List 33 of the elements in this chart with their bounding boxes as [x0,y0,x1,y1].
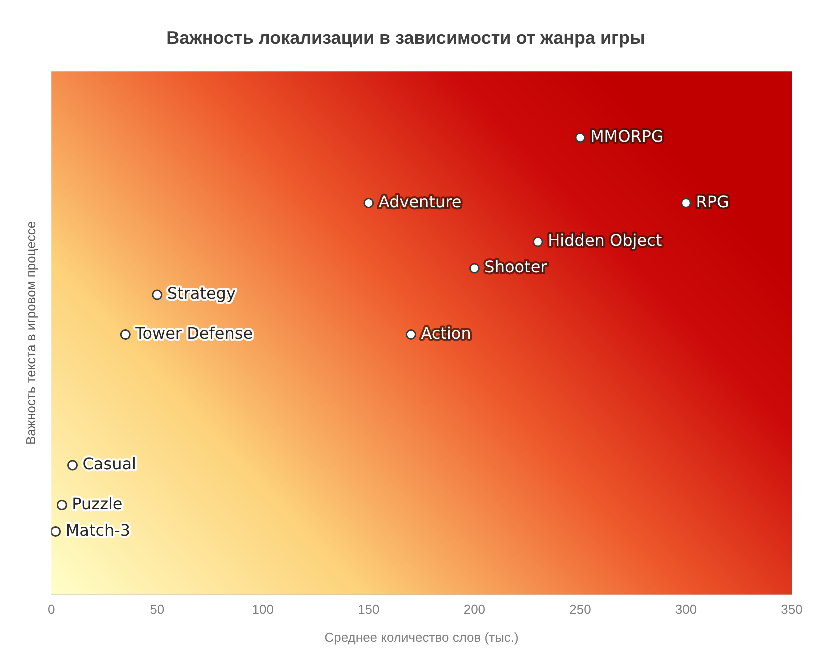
point [406,330,416,340]
point [152,290,163,300]
x-tick-label: 350 [781,602,803,618]
annotation: MMORPG [590,127,664,146]
annotation: Tower Defense [134,324,254,343]
y-axis-title: Важность текста в игровом процессе [23,221,38,446]
x-tick-label: 150 [358,602,380,618]
annotation: Strategy [167,284,236,304]
annotation: RPG [696,192,730,212]
x-tick-label: 100 [252,602,274,618]
point [68,460,78,471]
x-tick-label: 0 [48,602,56,618]
annotation: Adventure [378,192,462,212]
point [364,198,374,208]
x-tick-label: 300 [675,602,698,618]
annotation: Puzzle [72,494,123,514]
annotation: Action [421,324,472,343]
x-tick-label: 50 [150,602,165,618]
point [120,330,131,340]
point [680,198,692,208]
annotation: Match-3 [66,520,131,540]
annotation: Casual [82,454,136,474]
point [56,500,68,510]
point [469,263,480,274]
x-tick-label: 200 [464,602,486,618]
annotation: Shooter [484,258,548,277]
x-axis-title: Среднее количество слов (тыс.) [324,630,519,645]
annotation: Hidden Object [548,231,662,250]
chart-title: Важность локализации в зависимости от жанра игры [166,28,646,48]
x-tick-label: 250 [570,602,592,618]
point [52,526,62,537]
point [575,132,586,144]
point [532,236,544,248]
